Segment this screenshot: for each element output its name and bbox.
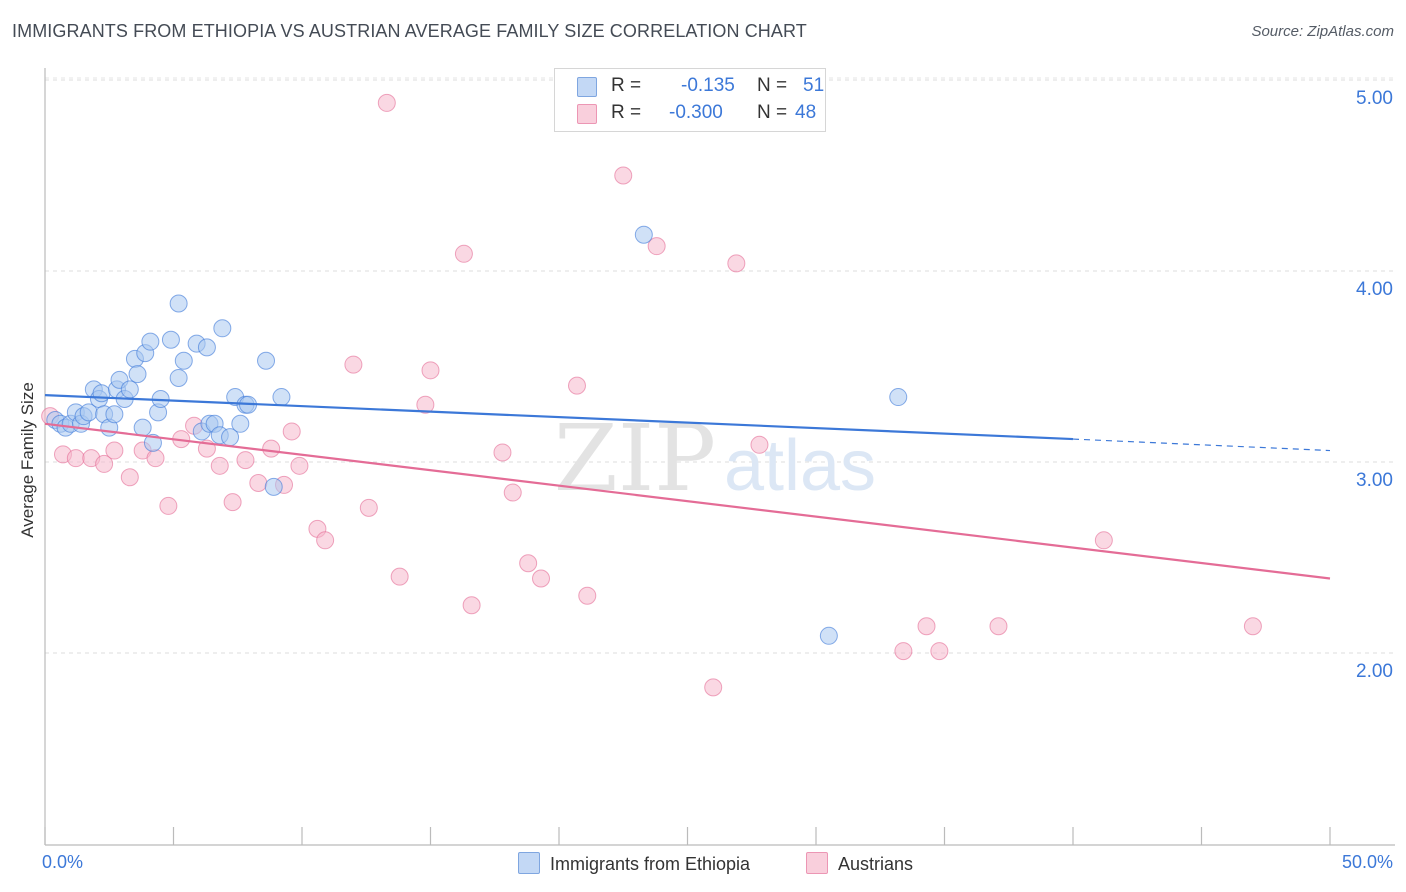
ethiopia-point	[264, 477, 283, 496]
austrians-point	[66, 449, 85, 468]
bottom-legend-label-ethiopia: Immigrants from Ethiopia	[550, 854, 751, 874]
legend-n-value: 48	[795, 102, 817, 123]
austrians-point	[567, 376, 586, 395]
austrians-point	[930, 642, 949, 661]
trend-lines	[44, 394, 1331, 580]
legend-r-label: R =	[611, 75, 642, 96]
ethiopia-point	[169, 294, 188, 313]
legend-n-label: N =	[757, 75, 788, 96]
austrians-point	[704, 678, 723, 697]
ethiopia-point	[257, 351, 276, 370]
legend: R = -0.135 N = 51 R = -0.300 N = 48	[554, 68, 826, 132]
austrians-point	[1094, 531, 1113, 550]
x-tick-label-min: 0.0%	[42, 852, 84, 872]
ethiopia-point	[120, 380, 139, 399]
ethiopia-point	[133, 418, 152, 437]
austrians-point	[210, 456, 229, 475]
bottom-legend-label-austrians: Austrians	[838, 854, 914, 874]
austrians-point	[727, 254, 746, 273]
austrians-point	[421, 361, 440, 380]
austrians-point	[532, 569, 551, 588]
austrians-point	[262, 439, 281, 458]
ethiopia-trend-line	[1072, 438, 1331, 452]
gridlines	[45, 77, 1395, 654]
austrians-point	[917, 617, 936, 636]
austrians-trend-line	[44, 422, 1331, 580]
austrians-point	[1243, 617, 1262, 636]
austrians-point	[290, 456, 309, 475]
ethiopia-point	[174, 351, 193, 370]
austrians-point	[614, 166, 633, 185]
austrians-point	[454, 244, 473, 263]
austrians-point	[359, 498, 378, 517]
austrians-point	[390, 567, 409, 586]
ethiopia-point	[169, 368, 188, 387]
watermark-atlas: atlas	[724, 426, 876, 506]
ethiopia-point	[161, 330, 180, 349]
austrians-point	[120, 468, 139, 487]
ethiopia-point	[634, 225, 653, 244]
ethiopia-point	[272, 388, 291, 407]
austrians-point	[95, 454, 114, 473]
austrians-point	[377, 93, 396, 112]
y-tick-label: 5.00	[1356, 88, 1393, 109]
source-label: Source: ZipAtlas.com	[1251, 23, 1394, 40]
chart-title: IMMIGRANTS FROM ETHIOPIA VS AUSTRIAN AVE…	[12, 21, 807, 41]
austrians-point	[344, 355, 363, 374]
x-tick-label-max: 50.0%	[1341, 852, 1393, 872]
ethiopia-point	[819, 626, 838, 645]
ethiopia-point	[143, 433, 162, 452]
ethiopia-point	[197, 338, 216, 357]
austrians-point	[316, 531, 335, 550]
austrians-point	[894, 642, 913, 661]
legend-n-value: 51	[803, 75, 825, 96]
ethiopia-point	[141, 332, 160, 351]
legend-r-label: R =	[611, 102, 642, 123]
bottom-legend-swatch-austrians	[806, 852, 828, 874]
ethiopia-point	[92, 384, 111, 403]
austrians-point	[989, 617, 1008, 636]
ethiopia-point	[889, 388, 908, 407]
ethiopia-point	[231, 414, 250, 433]
bottom-legend-swatch-ethiopia	[518, 852, 540, 874]
austrians-point	[578, 586, 597, 605]
y-tick-labels: 2.00 3.00 4.00 5.00	[1356, 88, 1393, 682]
austrians-point	[647, 237, 666, 256]
austrians-point	[249, 474, 268, 493]
ethiopia-trend-line	[44, 394, 1074, 441]
austrians-point	[462, 596, 481, 615]
austrians-point	[159, 496, 178, 515]
ethiopia-point	[128, 365, 147, 384]
legend-r-value: -0.135	[681, 75, 735, 96]
legend-r-value: -0.300	[669, 102, 723, 123]
austrians-point	[750, 435, 769, 454]
austrians-point	[146, 449, 165, 468]
y-tick-label: 2.00	[1356, 661, 1393, 682]
austrians-point	[416, 395, 435, 414]
austrians-point	[519, 554, 538, 573]
bottom-legend-austrians: Austrians	[806, 852, 913, 875]
austrians-point	[503, 483, 522, 502]
austrians-points	[41, 93, 1262, 697]
legend-n-label: N =	[757, 102, 788, 123]
ethiopia-point	[105, 405, 124, 424]
ethiopia-point	[213, 319, 232, 338]
austrians-point	[223, 493, 242, 512]
axes	[44, 68, 1395, 846]
y-tick-label: 4.00	[1356, 279, 1393, 300]
legend-swatch-ethiopia	[577, 77, 597, 97]
austrians-point	[236, 451, 255, 470]
y-tick-label: 3.00	[1356, 470, 1393, 491]
austrians-point	[282, 422, 301, 441]
bottom-legend-ethiopia: Immigrants from Ethiopia	[518, 852, 750, 875]
legend-swatch-austrians	[577, 104, 597, 124]
austrians-point	[493, 443, 512, 462]
ethiopia-points	[46, 225, 908, 645]
austrians-point	[105, 441, 124, 460]
